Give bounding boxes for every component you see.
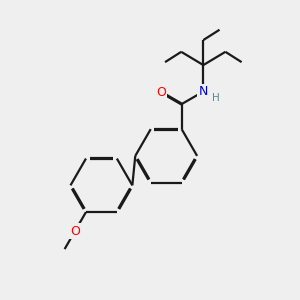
Text: O: O xyxy=(156,86,166,99)
Text: O: O xyxy=(70,225,80,238)
Text: H: H xyxy=(212,93,220,103)
Text: N: N xyxy=(199,85,208,98)
